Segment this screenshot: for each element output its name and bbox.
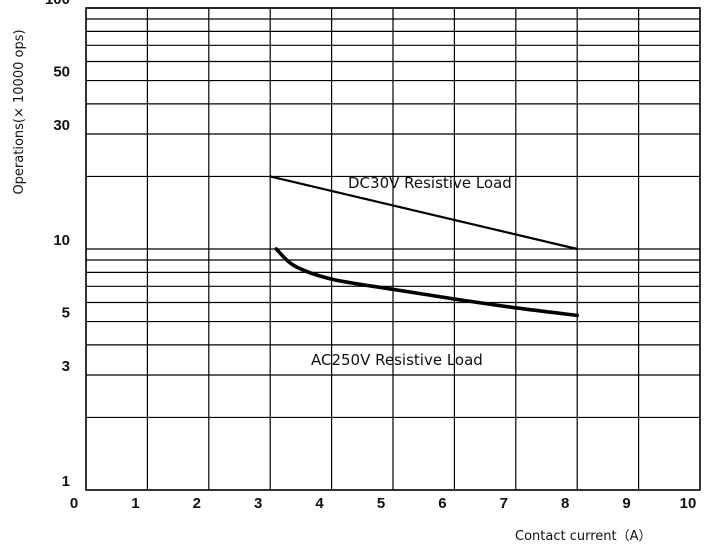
x-tick-label: 9 (622, 495, 630, 512)
series-label: DC30V Resistive Load (348, 174, 512, 192)
y-tick-label: 30 (53, 117, 70, 134)
series-line (269, 175, 579, 251)
x-tick-label: 5 (377, 495, 385, 512)
y-axis-label: Operations(× 10000 ops) (12, 29, 27, 194)
grid (86, 7, 700, 490)
series-label: AC250V Resistive Load (311, 351, 483, 369)
x-axis-label: Contact current（A） (515, 529, 652, 544)
x-tick-label: 6 (438, 495, 446, 512)
x-tick-label: 4 (315, 495, 324, 512)
series-layer: DC30V Resistive Load AC250V Resistive Loa… (269, 174, 579, 369)
y-tick-label: 5 (62, 305, 70, 322)
series-line (274, 247, 579, 318)
y-tick-labels: 1 3 5 10 30 50 100 (45, 0, 70, 490)
y-tick-label: 50 (53, 64, 70, 81)
plot-frame (85, 7, 701, 491)
x-tick-label: 3 (254, 495, 262, 512)
x-tick-label: 2 (193, 495, 201, 512)
x-tick-label: 0 (70, 495, 78, 512)
x-tick-labels: 0 1 2 3 4 5 6 7 8 9 10 (70, 495, 697, 512)
y-tick-label: 100 (45, 0, 70, 8)
x-tick-label: 8 (561, 495, 569, 512)
y-tick-label: 1 (62, 473, 70, 490)
y-tick-label: 10 (53, 232, 70, 249)
y-tick-label: 3 (62, 358, 70, 375)
x-tick-label: 10 (680, 495, 697, 512)
x-tick-label: 7 (500, 495, 508, 512)
x-tick-label: 1 (131, 495, 139, 512)
